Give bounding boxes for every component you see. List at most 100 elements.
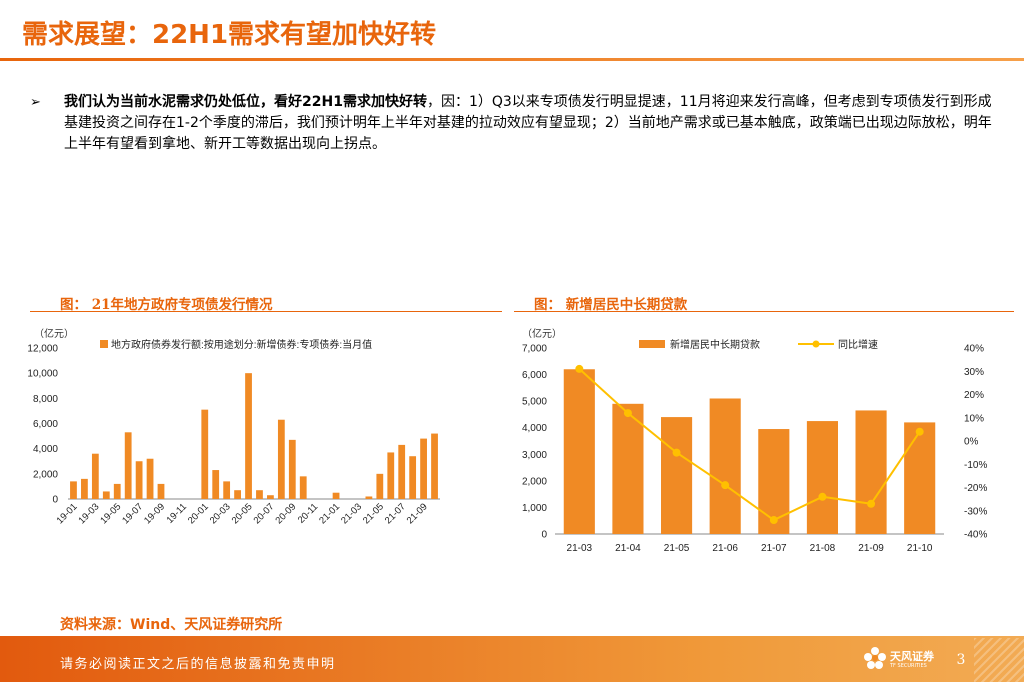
- left-bar-21-06: [387, 452, 395, 499]
- left-bar-20-10: [299, 476, 307, 499]
- right-y-tick-left: 4,000: [522, 423, 547, 434]
- right-legend-line-marker: [812, 340, 820, 348]
- right-chart-caption: 图： 新增居民中长期贷款: [534, 297, 688, 313]
- right-y-tick-left: 2,000: [522, 476, 547, 487]
- left-bar-20-09: [288, 439, 296, 499]
- left-x-tick: 21-07: [383, 501, 408, 526]
- right-growth-point-21-09: [867, 499, 876, 508]
- left-x-tick: 20-03: [208, 501, 233, 526]
- company-logo: 天风证券 TF SECURITIES: [862, 645, 936, 675]
- left-bar-19-05: [113, 483, 121, 499]
- left-y-tick: 12,000: [27, 344, 58, 355]
- left-x-tick: 21-05: [361, 501, 386, 526]
- right-legend-bar-label: 新增居民中长期贷款: [670, 338, 760, 351]
- right-bar-21-09: [855, 410, 887, 534]
- right-bar-21-06: [709, 398, 741, 534]
- left-bar-21-01: [332, 492, 340, 499]
- left-bar-chart: （亿元） 地方政府债券发行额:按用途划分:新增债券:专项债券:当月值 0 2,00…: [27, 327, 440, 526]
- right-unit-label: （亿元）: [522, 327, 562, 340]
- left-y-tick: 0: [52, 495, 58, 506]
- key-point-bold: 我们认为当前水泥需求仍处低位，看好22H1需求加快好转: [64, 94, 427, 110]
- right-x-tick: 21-06: [712, 543, 738, 554]
- source-note: 资料来源：Wind、天风证券研究所: [60, 617, 283, 633]
- left-bar-20-08: [277, 419, 285, 499]
- right-legend-line-label: 同比增速: [838, 338, 878, 351]
- right-y-tick-left: 5,000: [522, 397, 547, 408]
- left-y-tick: 10,000: [27, 369, 58, 380]
- right-y-tick-left: 0: [541, 530, 547, 541]
- key-point: ➢ 我们认为当前水泥需求仍处低位，看好22H1需求加快好转，因：1）Q3以来专项…: [30, 92, 998, 155]
- right-y-tick-right: 20%: [964, 390, 984, 401]
- left-bar-21-04: [365, 496, 373, 499]
- logo-text: 天风证券: [890, 650, 934, 663]
- left-bar-20-03: [223, 481, 231, 499]
- right-x-tick: 21-08: [810, 543, 836, 554]
- left-x-tick: 21-01: [317, 501, 342, 526]
- right-x-tick: 21-09: [858, 543, 884, 554]
- left-bar-21-07: [398, 444, 406, 499]
- right-y-tick-right: -30%: [964, 506, 987, 517]
- page-title: 需求展望：22H1需求有望加快好转: [22, 20, 437, 50]
- left-y-tick: 6,000: [33, 419, 58, 430]
- right-bar-21-04: [612, 403, 644, 534]
- right-y-tick-right: 10%: [964, 413, 984, 424]
- left-bar-20-06: [256, 490, 263, 499]
- right-y-tick-left: 7,000: [522, 344, 547, 355]
- left-x-tick: 19-01: [55, 501, 80, 526]
- right-y-tick-right: -10%: [964, 460, 987, 471]
- left-bar-19-06: [124, 432, 132, 499]
- key-point-detail: ，因：1）Q3以来专项债发行明显提速，11月将迎来发行高峰，但考虑到专项债发行到…: [64, 94, 992, 152]
- left-y-tick: 4,000: [33, 444, 58, 455]
- right-bar-21-08: [806, 421, 838, 534]
- left-x-tick: 19-09: [142, 501, 167, 526]
- key-point-text: 我们认为当前水泥需求仍处低位，看好22H1需求加快好转，因：1）Q3以来专项债发…: [64, 92, 998, 155]
- left-bar-19-07: [135, 461, 143, 499]
- left-chart-caption: 图： 21年地方政府专项债发行情况: [60, 297, 273, 313]
- left-x-tick: 20-07: [252, 501, 277, 526]
- left-x-tick: 19-05: [98, 501, 123, 526]
- left-x-tick: 20-05: [230, 501, 255, 526]
- right-growth-point-21-06: [721, 481, 730, 490]
- right-y-tick-left: 6,000: [522, 370, 547, 381]
- left-x-tick: 19-07: [120, 501, 145, 526]
- flower-logo-icon: [864, 647, 886, 669]
- bullet-arrow-icon: ➢: [30, 95, 41, 110]
- footer-disclaimer: 请务必阅读正文之后的信息披露和免责申明: [60, 657, 336, 672]
- right-bar-21-05: [661, 417, 693, 534]
- right-growth-point-21-03: [575, 364, 584, 373]
- page-number: 3: [956, 652, 966, 668]
- right-x-tick: 21-04: [615, 543, 641, 554]
- left-bar-19-09: [157, 483, 165, 499]
- right-bar-21-10: [904, 422, 936, 534]
- footer-bar: [0, 636, 1024, 682]
- right-bar-21-03: [563, 369, 595, 534]
- right-y-tick-left: 1,000: [522, 503, 547, 514]
- right-growth-point-21-05: [672, 448, 681, 457]
- left-bar-19-01: [70, 481, 77, 499]
- left-unit-label: （亿元）: [34, 327, 74, 340]
- left-bar-19-04: [102, 491, 110, 499]
- left-bar-21-09: [420, 438, 427, 499]
- left-bar-20-07: [267, 495, 274, 499]
- left-y-tick: 8,000: [33, 394, 58, 405]
- left-bar-20-04: [234, 490, 241, 499]
- left-x-tick: 20-11: [296, 501, 320, 525]
- right-y-tick-right: 30%: [964, 367, 984, 378]
- left-bar-19-08: [146, 458, 154, 499]
- right-x-tick: 21-03: [567, 543, 593, 554]
- right-combo-chart: （亿元） 新增居民中长期贷款 同比增速 0 1,000 2,000 3,000 4,00…: [522, 327, 987, 554]
- logo-subtext: TF SECURITIES: [890, 663, 927, 669]
- right-legend-bar-swatch: [639, 340, 665, 348]
- right-y-tick-left: 3,000: [522, 450, 547, 461]
- left-bar-21-05: [376, 473, 384, 499]
- left-legend-label: 地方政府债券发行额:按用途划分:新增债券:专项债券:当月值: [111, 338, 372, 351]
- right-x-tick: 21-05: [664, 543, 690, 554]
- left-x-tick: 20-09: [273, 501, 298, 526]
- left-bar-21-10: [431, 433, 438, 499]
- right-y-tick-right: -20%: [964, 483, 987, 494]
- right-x-tick: 21-07: [761, 543, 787, 554]
- left-bar-20-05: [245, 373, 252, 499]
- title-divider: [0, 58, 1024, 61]
- left-legend-swatch: [100, 340, 108, 348]
- right-growth-point-21-08: [818, 492, 827, 501]
